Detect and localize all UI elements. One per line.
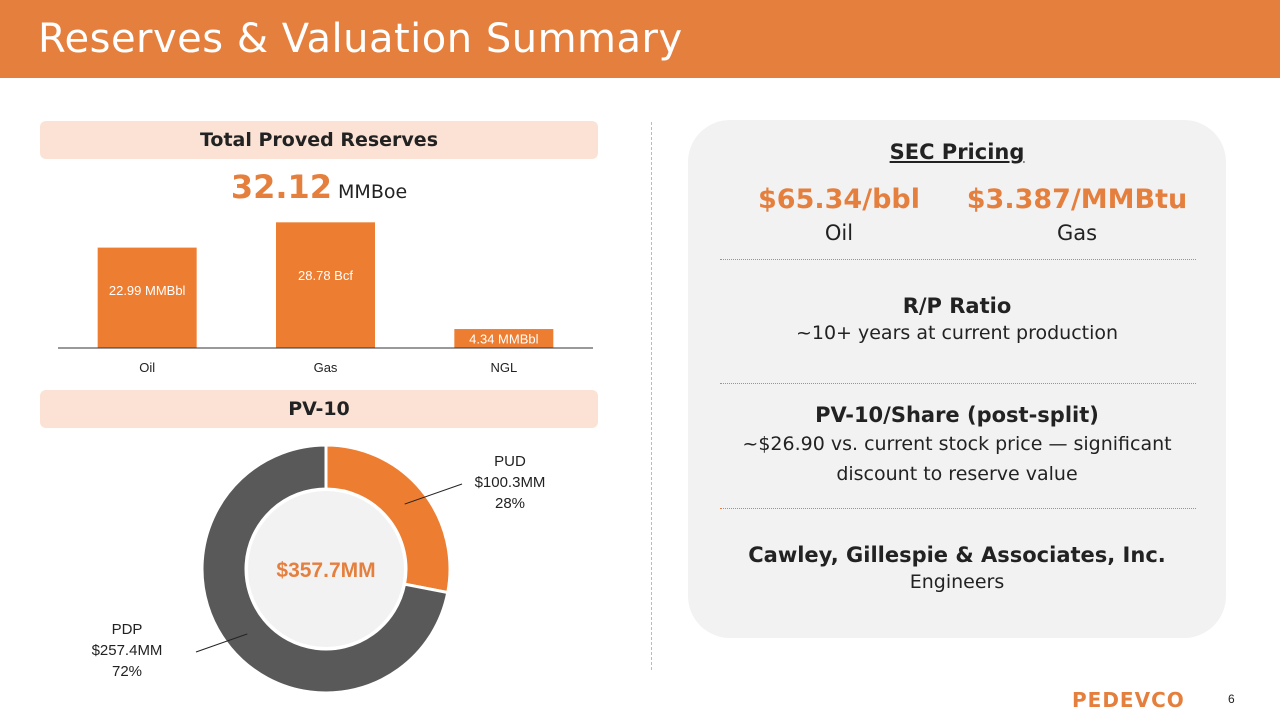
pv10-share-desc: ~$26.90 vs. current stock price — signif… bbox=[742, 433, 1172, 485]
bar-oil bbox=[97, 247, 197, 348]
slide-title: Reserves & Valuation Summary bbox=[38, 16, 683, 62]
gas-price: $3.387/MMBtu bbox=[966, 184, 1188, 215]
page-number: 6 bbox=[1228, 692, 1235, 706]
gas-price-block: $3.387/MMBtu Gas bbox=[962, 184, 1192, 245]
x-tick-label: Gas bbox=[314, 360, 338, 375]
bar-data-label: 22.99 MMBbl bbox=[109, 283, 186, 298]
total-reserves-value: 32.12 bbox=[230, 168, 333, 206]
total-reserves: 32.12 MMBoe bbox=[0, 168, 638, 206]
donut-hole bbox=[248, 491, 404, 647]
sec-pricing-heading: SEC Pricing bbox=[889, 140, 1025, 164]
header-bar bbox=[0, 0, 1280, 78]
oil-price-label: Oil bbox=[824, 221, 854, 245]
slice-label-line: 72% bbox=[112, 663, 142, 680]
x-tick-label: Oil bbox=[139, 360, 155, 375]
slice-label-line: PDP bbox=[112, 621, 143, 638]
reserves-bar-chart: 22.99 MMBbl Oil 28.78 Bcf Gas 4.34 MMBbl NGL bbox=[58, 222, 593, 375]
donut-center-label: $357.7MM bbox=[276, 559, 375, 582]
oil-price-block: $65.34/bbl Oil bbox=[724, 184, 954, 245]
bar-data-label: 28.78 Bcf bbox=[298, 268, 353, 283]
pv10-heading: PV-10 bbox=[40, 390, 598, 428]
slice-label-line: 28% bbox=[495, 495, 525, 512]
slice-label-line: $100.3MM bbox=[475, 474, 546, 491]
panel-separator bbox=[720, 508, 1196, 509]
pv10-share-block: PV-10/Share (post-split) ~$26.90 vs. cur… bbox=[688, 403, 1226, 489]
pv10-share-title: PV-10/Share (post-split) bbox=[815, 403, 1099, 427]
rp-ratio-block: R/P Ratio ~10+ years at current producti… bbox=[688, 294, 1226, 348]
info-panel: SEC Pricing $65.34/bbl Oil $3.387/MMBtu … bbox=[688, 120, 1226, 638]
slice-label-line: $257.4MM bbox=[92, 642, 163, 659]
slice-label-pud: PUD $100.3MM 28% bbox=[404, 453, 546, 512]
rp-ratio-title: R/P Ratio bbox=[902, 294, 1012, 318]
pv10-donut-chart: PUD $100.3MM 28% PDP $257.4MM 72% $357.7MM bbox=[92, 443, 546, 695]
vertical-divider bbox=[651, 122, 652, 670]
reserves-heading: Total Proved Reserves bbox=[40, 121, 598, 159]
total-reserves-unit: MMBoe bbox=[338, 181, 408, 203]
bar-data-label: 4.34 MMBbl bbox=[469, 332, 538, 347]
slice-label-pdp: PDP $257.4MM 72% bbox=[92, 621, 248, 680]
engineers-title: Cawley, Gillespie & Associates, Inc. bbox=[748, 543, 1166, 567]
rp-ratio-desc: ~10+ years at current production bbox=[795, 322, 1119, 344]
bar-gas bbox=[276, 222, 375, 348]
leader-line bbox=[195, 633, 248, 653]
bar-ngl bbox=[454, 329, 554, 348]
gas-price-label: Gas bbox=[1056, 221, 1098, 245]
company-logo: PEDEVCO bbox=[1072, 688, 1185, 712]
engineers-block: Cawley, Gillespie & Associates, Inc. Eng… bbox=[688, 543, 1226, 597]
slice-pdp bbox=[200, 443, 450, 695]
oil-price: $65.34/bbl bbox=[758, 184, 920, 215]
panel-separator bbox=[720, 383, 1196, 384]
slice-label-line: PUD bbox=[494, 453, 526, 470]
leader-line bbox=[404, 483, 463, 505]
panel-separator bbox=[720, 259, 1196, 260]
engineers-desc: Engineers bbox=[909, 571, 1005, 593]
x-tick-label: NGL bbox=[490, 360, 517, 375]
slice-pud bbox=[324, 443, 452, 595]
